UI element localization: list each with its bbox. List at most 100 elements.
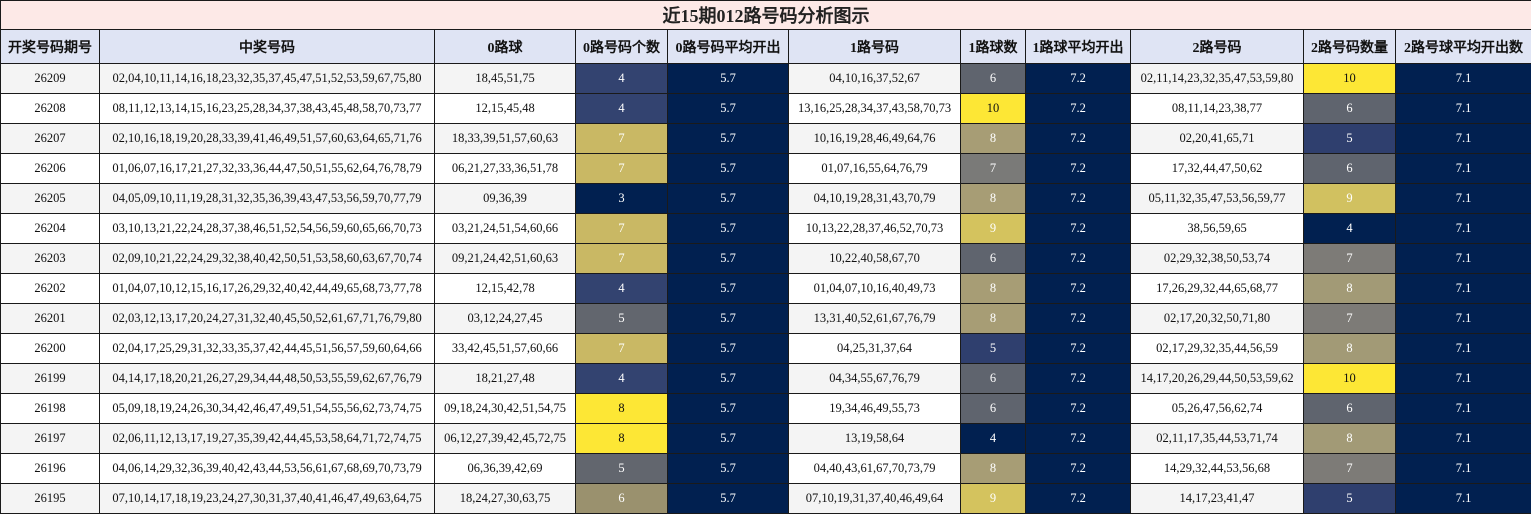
winning-numbers-cell: 07,10,14,17,18,19,23,24,27,30,31,37,40,4… bbox=[99, 483, 435, 514]
road0-count-cell: 5 bbox=[575, 453, 668, 484]
road1-average-cell: 7.2 bbox=[1025, 273, 1131, 304]
road0-balls-cell: 09,21,24,42,51,60,63 bbox=[434, 243, 576, 274]
road0-average-cell: 5.7 bbox=[667, 303, 789, 334]
issue-cell: 26209 bbox=[0, 63, 100, 94]
road0-balls-cell: 06,12,27,39,42,45,72,75 bbox=[434, 423, 576, 454]
road2-average-cell: 7.1 bbox=[1394, 363, 1531, 394]
road2-count-cell: 10 bbox=[1303, 63, 1396, 94]
road0-count-cell: 7 bbox=[575, 213, 668, 244]
issue-cell: 26204 bbox=[0, 213, 100, 244]
road1-numbers-cell: 10,16,19,28,46,49,64,76 bbox=[788, 123, 961, 154]
road2-average-cell: 7.1 bbox=[1394, 93, 1531, 124]
road0-average-cell: 5.7 bbox=[667, 453, 789, 484]
road2-numbers-cell: 02,11,17,35,44,53,71,74 bbox=[1130, 423, 1304, 454]
road1-count-cell: 8 bbox=[960, 123, 1026, 154]
road2-count-cell: 6 bbox=[1303, 153, 1396, 184]
road1-numbers-cell: 13,16,25,28,34,37,43,58,70,73 bbox=[788, 93, 961, 124]
road2-count-cell: 5 bbox=[1303, 483, 1396, 514]
issue-cell: 26199 bbox=[0, 363, 100, 394]
issue-cell: 26196 bbox=[0, 453, 100, 484]
road0-count-cell: 4 bbox=[575, 93, 668, 124]
table-row: 26195 07,10,14,17,18,19,23,24,27,30,31,37… bbox=[0, 483, 1531, 514]
header-road0-count: 0路号码个数 bbox=[575, 29, 668, 64]
road1-count-cell: 6 bbox=[960, 393, 1026, 424]
issue-cell: 26202 bbox=[0, 273, 100, 304]
road0-average-cell: 5.7 bbox=[667, 483, 789, 514]
road2-count-cell: 10 bbox=[1303, 363, 1396, 394]
issue-cell: 26195 bbox=[0, 483, 100, 514]
road0-average-cell: 5.7 bbox=[667, 123, 789, 154]
road2-average-cell: 7.1 bbox=[1394, 153, 1531, 184]
issue-cell: 26207 bbox=[0, 123, 100, 154]
road0-average-cell: 5.7 bbox=[667, 333, 789, 364]
issue-cell: 26201 bbox=[0, 303, 100, 334]
road2-average-cell: 7.1 bbox=[1394, 303, 1531, 334]
road2-count-cell: 5 bbox=[1303, 123, 1396, 154]
road2-numbers-cell: 14,17,20,26,29,44,50,53,59,62 bbox=[1130, 363, 1304, 394]
road0-average-cell: 5.7 bbox=[667, 363, 789, 394]
issue-cell: 26198 bbox=[0, 393, 100, 424]
road2-numbers-cell: 17,32,44,47,50,62 bbox=[1130, 153, 1304, 184]
road0-balls-cell: 33,42,45,51,57,60,66 bbox=[434, 333, 576, 364]
road2-numbers-cell: 38,56,59,65 bbox=[1130, 213, 1304, 244]
issue-cell: 26197 bbox=[0, 423, 100, 454]
winning-numbers-cell: 08,11,12,13,14,15,16,23,25,28,34,37,38,4… bbox=[99, 93, 435, 124]
road1-numbers-cell: 13,31,40,52,61,67,76,79 bbox=[788, 303, 961, 334]
table-row: 26209 02,04,10,11,14,16,18,23,32,35,37,45… bbox=[0, 63, 1531, 94]
road1-numbers-cell: 04,10,19,28,31,43,70,79 bbox=[788, 183, 961, 214]
header-road1-count: 1路球数 bbox=[960, 29, 1026, 64]
winning-numbers-cell: 02,10,16,18,19,20,28,33,39,41,46,49,51,5… bbox=[99, 123, 435, 154]
road1-count-cell: 6 bbox=[960, 243, 1026, 274]
header-row: 开奖号码期号 中奖号码 0路球 0路号码个数 0路号码平均开出 1路号码 1路球… bbox=[0, 29, 1531, 64]
table-row: 26199 04,14,17,18,20,21,26,27,29,34,44,48… bbox=[0, 363, 1531, 394]
road1-count-cell: 5 bbox=[960, 333, 1026, 364]
road0-average-cell: 5.7 bbox=[667, 243, 789, 274]
road2-average-cell: 7.1 bbox=[1394, 183, 1531, 214]
road0-average-cell: 5.7 bbox=[667, 153, 789, 184]
road2-average-cell: 7.1 bbox=[1394, 63, 1531, 94]
header-road1-numbers: 1路号码 bbox=[788, 29, 961, 64]
road0-balls-cell: 09,36,39 bbox=[434, 183, 576, 214]
road2-average-cell: 7.1 bbox=[1394, 423, 1531, 454]
road1-average-cell: 7.2 bbox=[1025, 213, 1131, 244]
road0-count-cell: 4 bbox=[575, 363, 668, 394]
road2-average-cell: 7.1 bbox=[1394, 123, 1531, 154]
table-row: 26202 01,04,07,10,12,15,16,17,26,29,32,40… bbox=[0, 273, 1531, 304]
road1-numbers-cell: 01,04,07,10,16,40,49,73 bbox=[788, 273, 961, 304]
road1-average-cell: 7.2 bbox=[1025, 483, 1131, 514]
road2-numbers-cell: 02,29,32,38,50,53,74 bbox=[1130, 243, 1304, 274]
road1-count-cell: 7 bbox=[960, 153, 1026, 184]
road1-average-cell: 7.2 bbox=[1025, 123, 1131, 154]
road0-count-cell: 4 bbox=[575, 63, 668, 94]
road1-numbers-cell: 04,34,55,67,76,79 bbox=[788, 363, 961, 394]
winning-numbers-cell: 01,06,07,16,17,21,27,32,33,36,44,47,50,5… bbox=[99, 153, 435, 184]
road2-count-cell: 4 bbox=[1303, 213, 1396, 244]
road1-count-cell: 8 bbox=[960, 453, 1026, 484]
road0-count-cell: 4 bbox=[575, 273, 668, 304]
road2-count-cell: 7 bbox=[1303, 243, 1396, 274]
winning-numbers-cell: 03,10,13,21,22,24,28,37,38,46,51,52,54,5… bbox=[99, 213, 435, 244]
header-road2-count: 2路号码数量 bbox=[1303, 29, 1396, 64]
road0-balls-cell: 18,21,27,48 bbox=[434, 363, 576, 394]
table-row: 26204 03,10,13,21,22,24,28,37,38,46,51,52… bbox=[0, 213, 1531, 244]
road0-balls-cell: 06,21,27,33,36,51,78 bbox=[434, 153, 576, 184]
winning-numbers-cell: 04,05,09,10,11,19,28,31,32,35,36,39,43,4… bbox=[99, 183, 435, 214]
winning-numbers-cell: 02,04,17,25,29,31,32,33,35,37,42,44,45,5… bbox=[99, 333, 435, 364]
road2-average-cell: 7.1 bbox=[1394, 213, 1531, 244]
header-road2-average: 2路号球平均开出数 bbox=[1394, 29, 1531, 64]
road2-numbers-cell: 05,26,47,56,62,74 bbox=[1130, 393, 1304, 424]
road1-average-cell: 7.2 bbox=[1025, 393, 1131, 424]
road2-count-cell: 6 bbox=[1303, 93, 1396, 124]
table-row: 26196 04,06,14,29,32,36,39,40,42,43,44,53… bbox=[0, 453, 1531, 484]
road1-average-cell: 7.2 bbox=[1025, 93, 1131, 124]
road0-average-cell: 5.7 bbox=[667, 63, 789, 94]
road2-numbers-cell: 14,29,32,44,53,56,68 bbox=[1130, 453, 1304, 484]
road0-count-cell: 7 bbox=[575, 123, 668, 154]
winning-numbers-cell: 04,06,14,29,32,36,39,40,42,43,44,53,56,6… bbox=[99, 453, 435, 484]
winning-numbers-cell: 05,09,18,19,24,26,30,34,42,46,47,49,51,5… bbox=[99, 393, 435, 424]
road2-numbers-cell: 02,17,29,32,35,44,56,59 bbox=[1130, 333, 1304, 364]
header-winning-numbers: 中奖号码 bbox=[99, 29, 435, 64]
road2-numbers-cell: 05,11,32,35,47,53,56,59,77 bbox=[1130, 183, 1304, 214]
road2-numbers-cell: 14,17,23,41,47 bbox=[1130, 483, 1304, 514]
road0-average-cell: 5.7 bbox=[667, 93, 789, 124]
